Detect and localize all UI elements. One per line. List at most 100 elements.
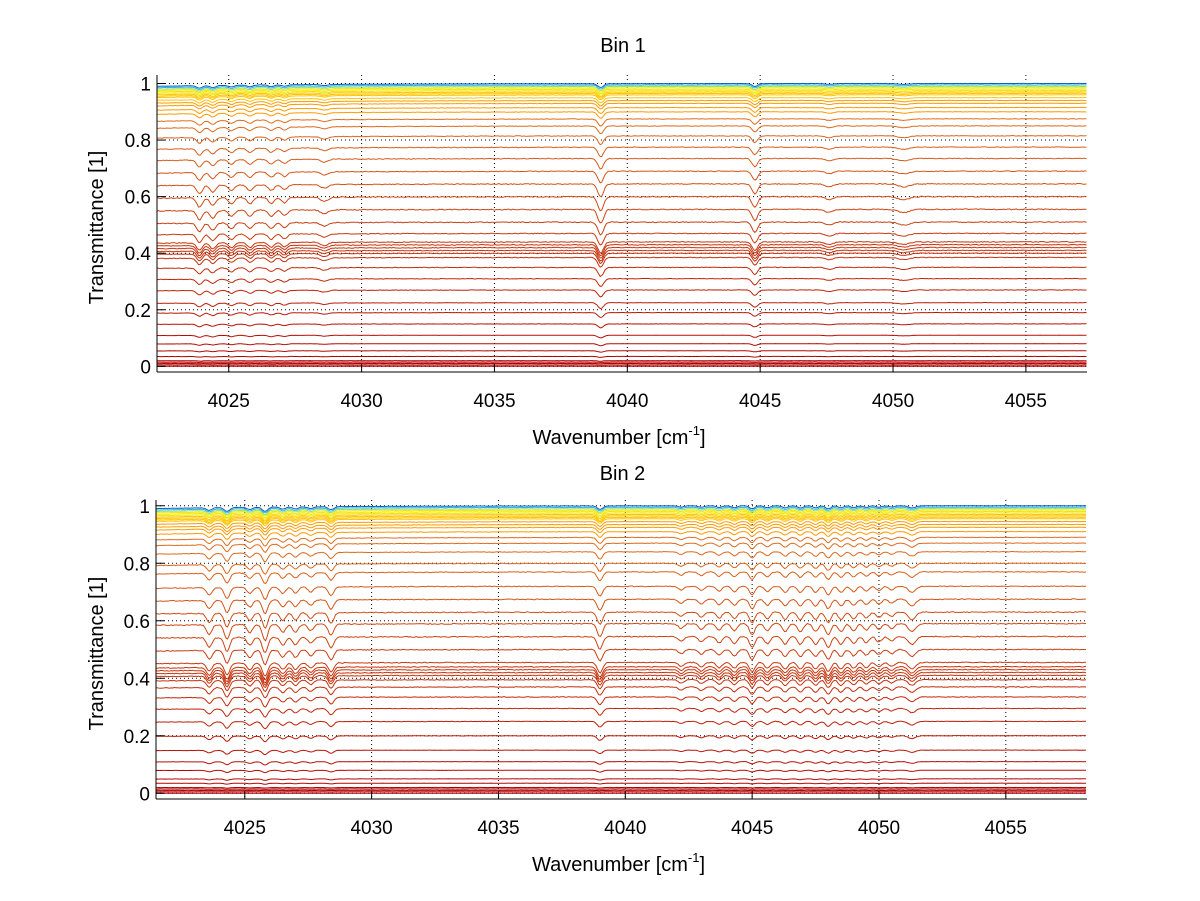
spectrum-curve-27 [156, 170, 1087, 184]
spectrum-curve-18 [155, 671, 1087, 686]
spectrum-curve-19 [156, 246, 1087, 259]
spectrum-curve-4 [156, 788, 1087, 791]
spectrum-curve-15 [156, 266, 1087, 278]
y-tick-label: 0 [139, 784, 150, 805]
spectrum-curve-23 [156, 221, 1087, 236]
y-tick-label: 0.6 [124, 612, 150, 633]
x-tick-label: 4045 [731, 818, 773, 839]
x-tick-label: 4035 [477, 818, 519, 839]
spectrum-curve-6 [156, 782, 1086, 785]
spectrum-curve-44 [157, 85, 1087, 92]
spectrum-curve-28 [156, 157, 1087, 170]
y-tick-label: 1 [140, 74, 151, 95]
spectra-curves [155, 505, 1087, 794]
spectrum-curve-33 [155, 530, 1087, 541]
spectrum-curve-6 [157, 355, 1087, 358]
spectrum-curve-40 [156, 513, 1087, 522]
spectrum-curve-36 [156, 99, 1087, 107]
spectrum-curve-20 [156, 243, 1087, 257]
spectrum-curve-37 [155, 517, 1087, 527]
spectrum-curve-42 [157, 88, 1087, 95]
y-tick-label: 0.2 [124, 727, 150, 748]
y-axis-label: Transmittance [1] [86, 151, 108, 305]
spectrum-curve-33 [156, 111, 1087, 119]
spectrum-curve-28 [155, 571, 1087, 585]
spectrum-curve-7 [156, 350, 1087, 353]
spectrum-curve-17 [156, 252, 1087, 265]
spectrum-curve-32 [156, 118, 1087, 127]
spectrum-curve-31 [156, 125, 1087, 135]
spectrum-curve-43 [156, 509, 1086, 517]
y-tick-label: 0 [140, 357, 151, 378]
spectrum-curve-37 [156, 96, 1087, 104]
spectrum-curve-15 [155, 686, 1087, 699]
spectrum-curve-4 [157, 361, 1087, 364]
spectrum-curve-16 [155, 678, 1087, 693]
x-tick-label: 4040 [604, 818, 646, 839]
spectrum-curve-43 [157, 87, 1087, 94]
x-tick-label: 4030 [350, 818, 392, 839]
spectrum-curve-29 [157, 146, 1087, 157]
spectrum-curve-14 [156, 277, 1087, 287]
x-axis-label-end: ] [700, 427, 706, 449]
spectrum-curve-5 [157, 360, 1087, 362]
x-tick-label: 4055 [985, 818, 1027, 839]
spectra-curves [156, 82, 1087, 367]
spectrum-curve-17 [156, 674, 1087, 688]
spectrum-curve-7 [155, 778, 1087, 781]
spectrum-curve-21 [156, 240, 1087, 254]
spectrum-curve-22 [157, 232, 1087, 246]
x-axis-label-superscript: -1 [688, 850, 700, 865]
spectrum-curve-9 [157, 334, 1087, 339]
spectrum-curve-23 [155, 635, 1087, 653]
spectrum-curve-35 [155, 523, 1087, 533]
spectrum-curve-26 [155, 598, 1087, 615]
spectrum-curve-5 [156, 786, 1087, 789]
spectrum-curve-9 [156, 760, 1087, 766]
spectrum-curve-13 [156, 289, 1087, 298]
x-tick-label: 4045 [739, 391, 781, 412]
spectrum-curve-25 [156, 611, 1087, 629]
spectrum-curve-10 [157, 323, 1087, 329]
spectrum-curve-41 [155, 512, 1087, 520]
spectrum-curve-14 [155, 696, 1087, 708]
spectrum-curve-10 [155, 749, 1087, 755]
x-axis-label: Wavenumber [cm-1] [532, 850, 705, 876]
spectrum-curve-45 [156, 84, 1087, 91]
x-tick-label: 4030 [340, 391, 382, 412]
y-tick-label: 0.4 [124, 669, 151, 690]
spectrum-curve-8 [156, 343, 1087, 347]
spectrum-curve-38 [155, 516, 1087, 525]
spectrum-curve-27 [155, 585, 1087, 601]
spectrum-curve-19 [156, 668, 1087, 684]
x-tick-label: 4040 [606, 391, 648, 412]
spectrum-curve-45 [155, 506, 1087, 514]
spectrum-curve-34 [157, 106, 1087, 115]
x-tick-label: 4050 [872, 391, 914, 412]
spectrum-curve-30 [156, 550, 1087, 563]
spectrum-curve-30 [156, 134, 1087, 146]
spectrum-curve-26 [156, 182, 1087, 197]
spectrum-curve-31 [155, 542, 1087, 554]
spectrum-curve-24 [156, 208, 1087, 224]
x-axis-label-main: Wavenumber [cm [532, 427, 688, 449]
y-tick-label: 0.4 [125, 244, 152, 265]
y-tick-label: 0.2 [125, 301, 151, 322]
chart-title: Bin 1 [600, 35, 646, 57]
subplot-2: 4025 4030 4035 4040 4045 4050 4055 0 0.2 0.4 0.6 0.… [86, 463, 1087, 876]
spectrum-curve-46 [157, 82, 1087, 89]
spectrum-curve-36 [156, 520, 1087, 530]
y-axis-label: Transmittance [1] [86, 577, 108, 731]
spectrum-curve-12 [155, 720, 1087, 730]
spectrum-curve-38 [157, 94, 1087, 101]
spectrum-curve-25 [156, 195, 1087, 212]
spectrum-curve-20 [155, 665, 1087, 681]
spectrum-curve-11 [157, 311, 1087, 318]
x-tick-label: 4055 [1005, 391, 1047, 412]
spectrum-curve-41 [156, 89, 1087, 97]
x-axis-label-end: ] [699, 854, 705, 876]
spectrum-curve-42 [155, 510, 1087, 519]
spectrum-curve-29 [155, 562, 1087, 575]
y-tick-label: 1 [139, 497, 150, 518]
